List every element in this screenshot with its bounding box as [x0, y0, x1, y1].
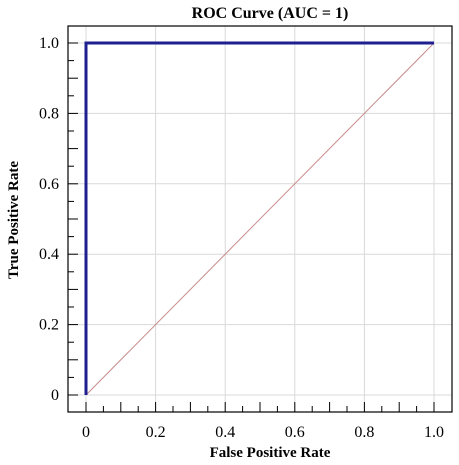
x-tick-label: 0.6 — [285, 424, 305, 441]
x-tick-label: 1.0 — [424, 424, 444, 441]
y-tick-label: 0.2 — [39, 317, 59, 334]
y-tick-label: 0.4 — [39, 246, 59, 263]
x-axis-label: False Positive Rate — [210, 445, 331, 461]
x-tick-label: 0.8 — [354, 424, 374, 441]
y-tick-label: 1.0 — [39, 35, 59, 52]
y-tick-label: 0.8 — [39, 105, 59, 122]
x-tick-label: 0.4 — [215, 424, 235, 441]
axis-ticks — [68, 42, 435, 412]
x-tick-label: 0.2 — [146, 424, 166, 441]
chart-title: ROC Curve (AUC = 1) — [192, 5, 349, 22]
y-tick-label: 0 — [51, 387, 59, 404]
diagonal-line — [85, 42, 435, 396]
tick-labels: 0 0.2 0.4 0.6 0.8 1.0 0 0.2 0.4 0.6 0.8 1.0 — [39, 35, 444, 441]
x-tick-label: 0 — [82, 424, 90, 441]
y-tick-label: 0.6 — [39, 176, 59, 193]
y-axis-label: True Positive Rate — [6, 161, 22, 279]
roc-curve-line — [84, 41, 434, 395]
